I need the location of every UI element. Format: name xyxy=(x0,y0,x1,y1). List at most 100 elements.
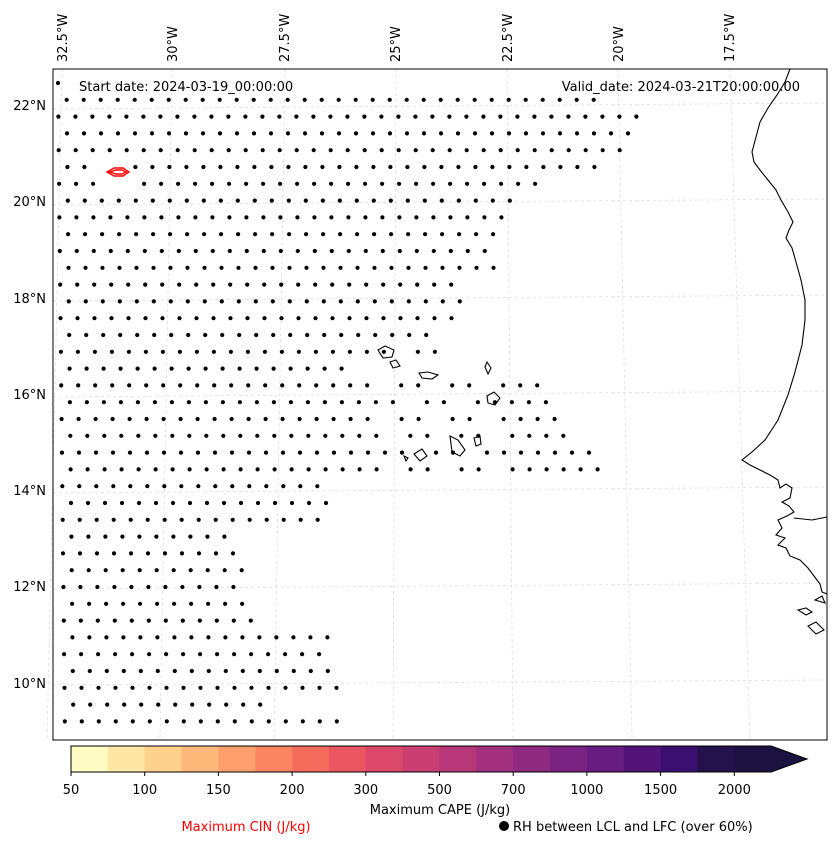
rh-dot xyxy=(178,416,183,422)
rh-dot xyxy=(125,248,130,254)
rh-dot xyxy=(206,635,211,640)
rh-dot xyxy=(416,383,421,388)
rh-dot xyxy=(363,248,368,254)
rh-dot xyxy=(491,232,496,237)
rh-dot xyxy=(374,467,379,472)
rh-dot xyxy=(102,500,108,506)
rh-dot xyxy=(85,467,90,472)
rh-dot xyxy=(459,467,464,472)
rh-dot xyxy=(57,248,62,254)
rh-dot xyxy=(330,282,335,287)
colorbar-tick-label: 1000 xyxy=(570,783,603,798)
rh-dot xyxy=(423,232,428,237)
rh-dot xyxy=(325,668,330,674)
rh-dot xyxy=(261,181,266,186)
rh-dot xyxy=(136,467,141,472)
rh-dot xyxy=(103,534,108,539)
rh-dot xyxy=(200,97,205,102)
rh-dot xyxy=(274,668,279,674)
rh-dot xyxy=(424,400,429,405)
lon-label-27-5w: 27.5°W xyxy=(278,14,293,62)
rh-dot xyxy=(261,248,266,254)
rh-dot xyxy=(574,131,580,136)
rh-dot xyxy=(337,164,342,170)
rh-dot xyxy=(145,517,150,522)
rh-dot xyxy=(197,618,202,623)
rh-dot xyxy=(109,282,114,287)
rh-dot xyxy=(268,131,274,136)
rh-dot xyxy=(112,584,117,590)
rh-dot xyxy=(94,484,99,489)
rh-dot xyxy=(113,652,118,657)
rh-dot xyxy=(236,232,241,237)
rh-dot xyxy=(302,97,307,102)
colorbar-tick-label: 1500 xyxy=(644,783,677,798)
rh-dot xyxy=(183,131,189,136)
rh-dot xyxy=(82,198,87,203)
rh-dot xyxy=(481,114,486,119)
rh-dot xyxy=(246,383,251,388)
rh-dot xyxy=(430,114,435,119)
rh-dot xyxy=(489,97,494,102)
rh-dot xyxy=(68,467,73,472)
rh-dot xyxy=(283,652,288,657)
rh-dot xyxy=(312,248,317,254)
rh-dot xyxy=(473,198,478,203)
rh-dot xyxy=(179,517,184,522)
rh-dot xyxy=(561,467,566,472)
rh-dot xyxy=(73,114,78,119)
rh-dot xyxy=(170,433,175,438)
rh-dot xyxy=(285,131,291,136)
rh-dot xyxy=(60,517,65,522)
rh-dot xyxy=(331,416,336,422)
rh-dot xyxy=(161,416,166,422)
rh-dot xyxy=(533,181,538,186)
rh-dot xyxy=(226,148,231,153)
rh-dot xyxy=(506,97,511,102)
rh-dot xyxy=(198,685,203,690)
rh-dot xyxy=(543,400,549,405)
rh-dot xyxy=(162,517,167,522)
lat-label-16n: 16°N xyxy=(13,388,46,403)
rh-dot xyxy=(245,349,250,354)
rh-dot xyxy=(261,215,266,220)
rh-dot xyxy=(472,131,478,136)
rh-dot xyxy=(380,181,385,186)
rh-dot xyxy=(193,215,198,220)
rh-dot xyxy=(213,484,218,489)
rh-dot xyxy=(130,685,135,690)
rh-dot xyxy=(457,299,462,304)
rh-dot xyxy=(558,164,563,170)
colorbar-segment xyxy=(513,746,551,772)
rh-dot xyxy=(96,719,101,724)
rh-dot xyxy=(96,685,101,690)
rh-dot xyxy=(263,450,269,455)
rh-dot xyxy=(339,332,344,338)
rh-dot xyxy=(204,433,209,438)
rh-dot xyxy=(154,568,159,573)
rh-dot xyxy=(317,685,322,690)
rh-dot xyxy=(118,332,123,338)
rh-dot xyxy=(136,433,141,438)
rh-dot xyxy=(238,433,243,438)
rh-dot xyxy=(164,719,169,724)
rh-dot xyxy=(535,416,540,422)
rh-dot xyxy=(465,181,470,186)
rh-dot xyxy=(240,601,245,606)
rh-dot xyxy=(340,433,345,438)
rh-dot xyxy=(396,114,401,119)
rh-dot xyxy=(347,282,352,287)
rh-dot xyxy=(448,181,453,186)
rh-dot xyxy=(251,131,257,136)
rh-dot xyxy=(501,383,506,388)
rh-dot xyxy=(237,332,242,338)
rh-dot xyxy=(194,349,199,354)
rh-dot xyxy=(194,316,199,321)
rh-dot xyxy=(202,265,207,270)
rh-dot xyxy=(71,702,76,707)
rh-dot xyxy=(297,416,302,422)
lon-label-32-5w: 32.5°W xyxy=(56,14,71,62)
cin-contour xyxy=(105,167,131,177)
rh-dot xyxy=(223,601,228,606)
rh-dot xyxy=(60,551,66,556)
